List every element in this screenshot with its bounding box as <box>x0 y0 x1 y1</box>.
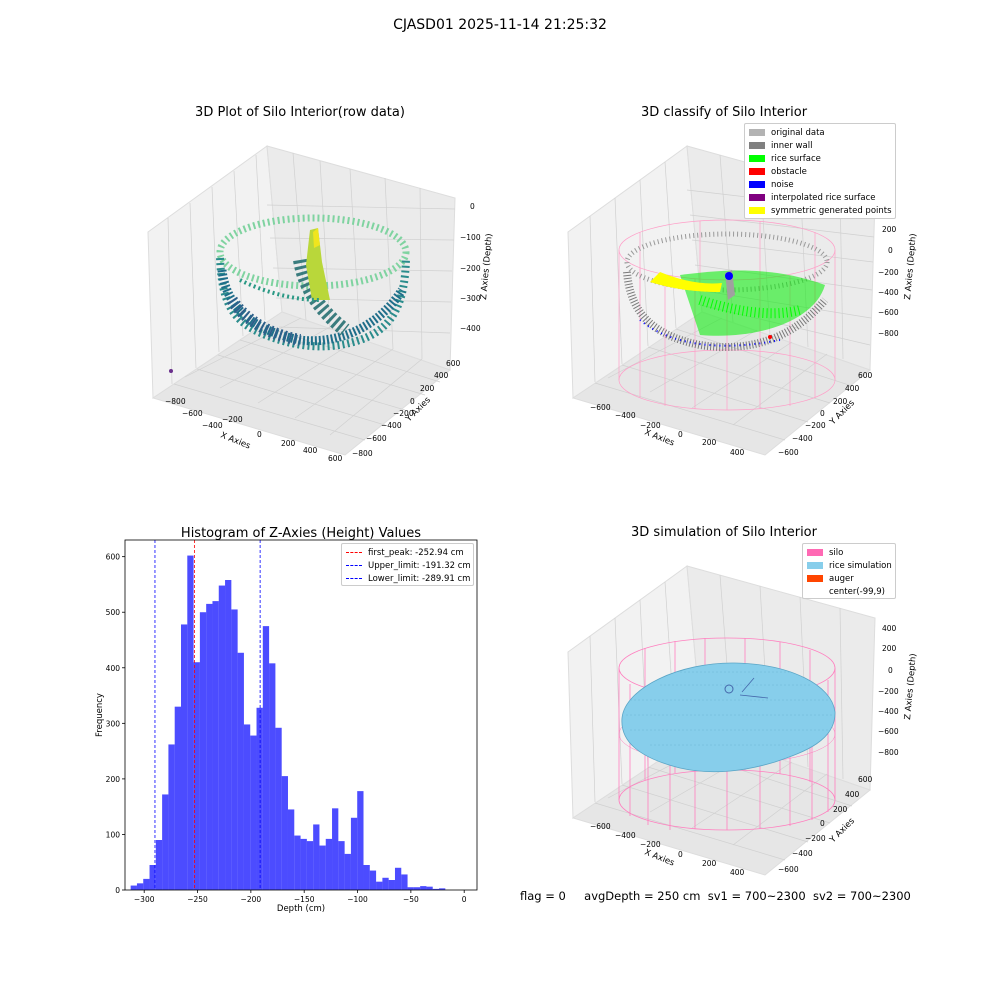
legend-entry: center(-99,9) <box>807 585 891 598</box>
simulation-ztick: −200 <box>878 687 899 696</box>
simulation-ztick: −400 <box>878 707 899 716</box>
simulation-xtick: 400 <box>730 868 745 877</box>
simulation-ytick: 400 <box>845 790 860 799</box>
simulation-legend: silo rice simulation auger center(-99,9) <box>802 543 896 599</box>
simulation-ytick: 0 <box>820 819 825 828</box>
legend-swatch <box>807 549 823 556</box>
simulation-xtick: 0 <box>678 850 683 859</box>
legend-entry: auger <box>807 572 891 585</box>
legend-entry: rice simulation <box>807 559 891 572</box>
simulation-ztick: −800 <box>878 748 899 757</box>
status-line: flag = 0 avgDepth = 250 cm sv1 = 700~230… <box>520 889 911 903</box>
simulation-xtick: 200 <box>702 859 717 868</box>
simulation-ztick: 0 <box>888 666 893 675</box>
status-sv1: sv1 = 700~2300 <box>708 889 806 903</box>
legend-entry: silo <box>807 546 891 559</box>
simulation-plot-title: 3D simulation of Silo Interior <box>631 525 818 540</box>
legend-swatch <box>807 575 823 582</box>
simulation-xtick: −600 <box>590 822 611 831</box>
status-sv2: sv2 = 700~2300 <box>813 889 911 903</box>
simulation-xtick: −200 <box>640 840 661 849</box>
simulation-ytick: −400 <box>792 849 813 858</box>
legend-label: auger <box>829 574 854 584</box>
simulation-ytick: 600 <box>858 775 873 784</box>
legend-label: silo <box>829 548 843 558</box>
status-flag: flag = 0 <box>520 889 566 903</box>
status-avg-depth: avgDepth = 250 cm <box>584 889 700 903</box>
simulation-z-ticks: 400 200 0 −200 −400 −600 −800 <box>878 624 899 757</box>
simulation-xtick: −400 <box>615 831 636 840</box>
simulation-ztick: 200 <box>882 644 897 653</box>
simulation-ztick: 400 <box>882 624 897 633</box>
simulation-ytick: −200 <box>805 834 826 843</box>
legend-label: center(-99,9) <box>829 587 885 597</box>
legend-swatch <box>807 588 823 595</box>
legend-label: rice simulation <box>829 561 892 571</box>
simulation-ytick: −600 <box>778 865 799 874</box>
simulation-xlabel: X Axies <box>643 848 676 869</box>
simulation-ytick: 200 <box>833 805 848 814</box>
simulation-ztick: −600 <box>878 727 899 736</box>
legend-swatch <box>807 562 823 569</box>
simulation-zlabel: Z Axies (Depth) <box>903 653 919 720</box>
